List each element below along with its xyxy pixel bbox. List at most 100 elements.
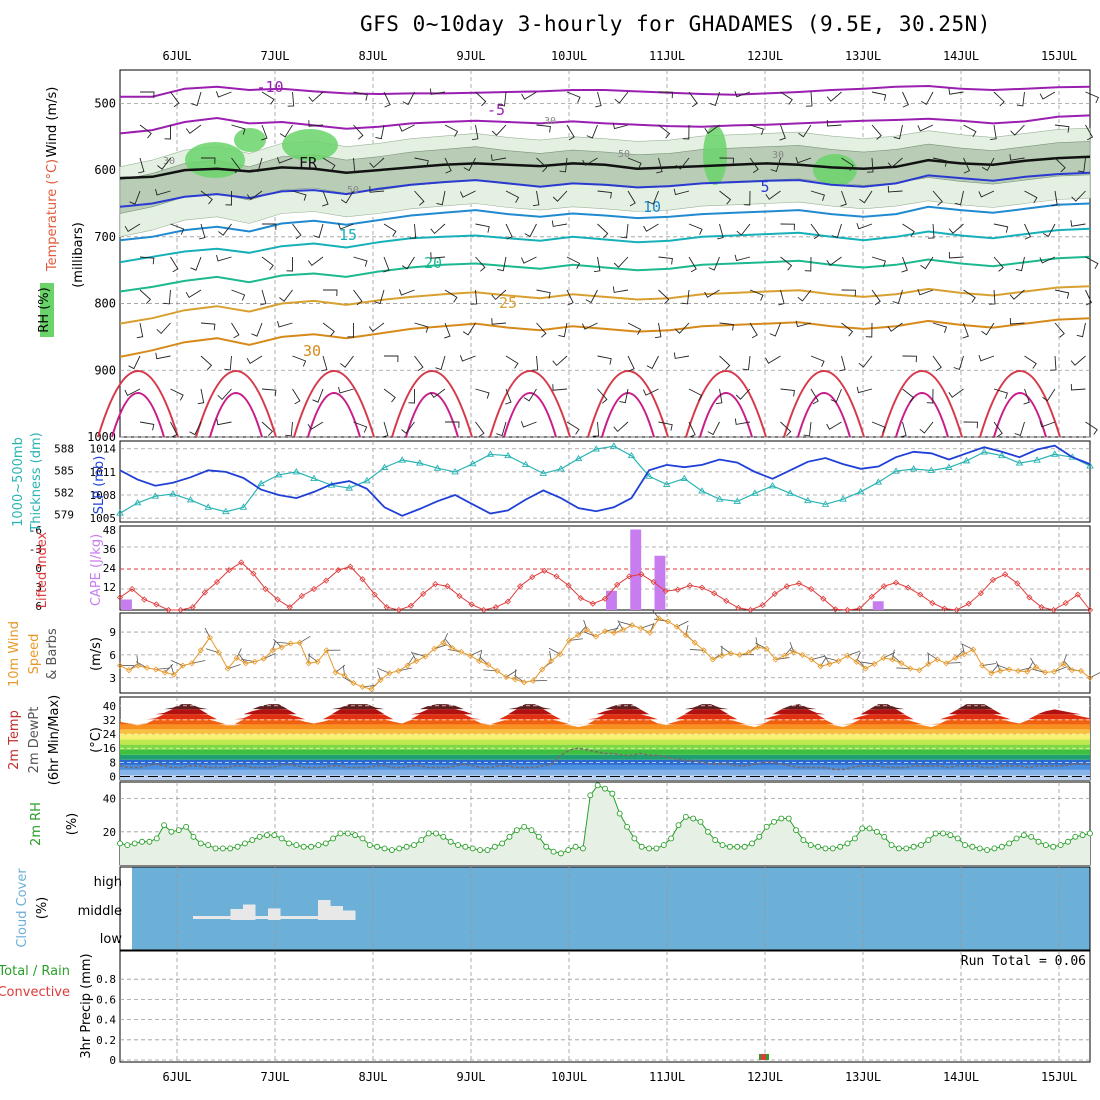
rh-point bbox=[315, 842, 322, 849]
thickness-point bbox=[539, 469, 548, 476]
cape-tick: 24 bbox=[103, 562, 117, 575]
wind-barb bbox=[374, 289, 385, 305]
wind10-point bbox=[754, 644, 761, 651]
wind-barb bbox=[920, 256, 934, 270]
wind-barb bbox=[1009, 154, 1025, 161]
rh-point bbox=[940, 830, 946, 837]
wind-barb bbox=[962, 322, 969, 339]
label-wind10-a: 10m Wind bbox=[7, 621, 22, 687]
lifted-index-point bbox=[383, 604, 390, 611]
wind-barb bbox=[597, 223, 609, 239]
wind-barb bbox=[917, 288, 934, 296]
lifted-index-point bbox=[407, 602, 415, 609]
wind-barb bbox=[444, 322, 451, 339]
wind10-point bbox=[476, 657, 483, 665]
lifted-index-point bbox=[868, 593, 875, 600]
wind-barb bbox=[1015, 256, 1025, 272]
lifted-index-point bbox=[565, 582, 572, 589]
thickness-tick: 582 bbox=[54, 487, 74, 500]
wind-barb bbox=[190, 256, 202, 271]
cloud-level-middle: middle bbox=[78, 904, 122, 919]
lifted-index-point bbox=[480, 606, 487, 614]
rh-point bbox=[903, 845, 910, 852]
label-thickness-b: Thickness (dm) bbox=[29, 432, 44, 532]
slp-line bbox=[119, 444, 1091, 517]
wind-barb bbox=[1077, 157, 1086, 173]
wind-barb bbox=[742, 355, 751, 371]
wind-barb bbox=[826, 421, 842, 430]
rh-point bbox=[822, 845, 829, 852]
wind10-point bbox=[269, 647, 276, 654]
lifted-index-point bbox=[213, 578, 221, 586]
wind-barb bbox=[353, 124, 364, 140]
wind-barb bbox=[887, 157, 903, 168]
rh-area bbox=[120, 785, 1090, 865]
panel-frame-cloud bbox=[119, 866, 1091, 951]
thickness-point bbox=[856, 487, 865, 495]
wind10-point bbox=[260, 655, 267, 662]
wind10-point bbox=[458, 648, 465, 655]
lifted-index-point bbox=[589, 600, 596, 607]
wind10-point bbox=[925, 660, 932, 668]
wind-barb bbox=[156, 322, 171, 335]
wind-barb bbox=[414, 355, 424, 372]
middle-cloud-bar bbox=[268, 908, 281, 920]
wind-barb bbox=[475, 223, 490, 233]
wind-barb bbox=[593, 256, 601, 273]
label-cloud: Cloud Cover bbox=[15, 868, 30, 948]
wind10-point bbox=[224, 665, 231, 672]
pressure-tick: 600 bbox=[94, 163, 116, 177]
wind-barb bbox=[627, 157, 642, 169]
rh-point bbox=[190, 833, 197, 840]
rh-point bbox=[807, 842, 814, 849]
cape-bar bbox=[654, 555, 666, 610]
wind10-point bbox=[871, 660, 878, 668]
thickness-point bbox=[222, 507, 230, 515]
wind-barb bbox=[1024, 190, 1038, 204]
wind-barb bbox=[749, 124, 764, 135]
rh-point bbox=[469, 845, 476, 852]
wind10-point bbox=[979, 662, 986, 669]
wind-barb bbox=[475, 421, 485, 438]
wind-barb bbox=[1016, 91, 1025, 107]
lifted-index-point bbox=[1014, 580, 1021, 587]
wind-barb bbox=[155, 188, 171, 196]
lifted-index-point bbox=[892, 579, 900, 586]
date-label-bottom: 13JUL bbox=[845, 1070, 881, 1084]
wind10-point bbox=[134, 662, 142, 669]
lifted-index-point bbox=[662, 588, 669, 595]
wind10-point bbox=[646, 629, 653, 636]
wind-barb bbox=[810, 388, 819, 405]
wind10-point bbox=[961, 651, 968, 658]
lifted-index-point bbox=[177, 606, 184, 614]
wind10-point bbox=[619, 626, 627, 633]
chart-title: GFS 0~10day 3-hourly for GHADAMES (9.5E,… bbox=[360, 12, 991, 36]
lifted-index-point bbox=[856, 605, 863, 612]
thickness-point bbox=[468, 459, 477, 467]
wind-barb bbox=[840, 190, 847, 207]
wind-barb bbox=[124, 388, 141, 397]
wind-barb bbox=[475, 91, 487, 107]
wind-barb bbox=[262, 223, 277, 231]
cape-tick: 12 bbox=[103, 581, 116, 594]
wind-barb bbox=[285, 421, 293, 437]
thickness-line bbox=[119, 445, 1091, 514]
wind-barb bbox=[520, 421, 537, 428]
thickness-point bbox=[804, 496, 812, 504]
wind-barb bbox=[129, 190, 141, 205]
wind-barb bbox=[414, 190, 425, 206]
wind-barb bbox=[292, 388, 301, 405]
wind-barb bbox=[308, 91, 324, 103]
thickness-point bbox=[1086, 462, 1094, 469]
wind10-barb bbox=[549, 651, 552, 662]
wind-barb bbox=[430, 252, 446, 259]
date-label-top: 12JUL bbox=[747, 49, 783, 63]
thickness-point bbox=[733, 497, 742, 504]
wind10-point bbox=[206, 634, 213, 641]
rh-point bbox=[344, 830, 351, 837]
wind-barb bbox=[375, 124, 385, 140]
wind-barb bbox=[259, 289, 267, 306]
wind-barb bbox=[347, 323, 354, 338]
lifted-index-point bbox=[444, 583, 451, 590]
rh-point bbox=[175, 827, 182, 834]
